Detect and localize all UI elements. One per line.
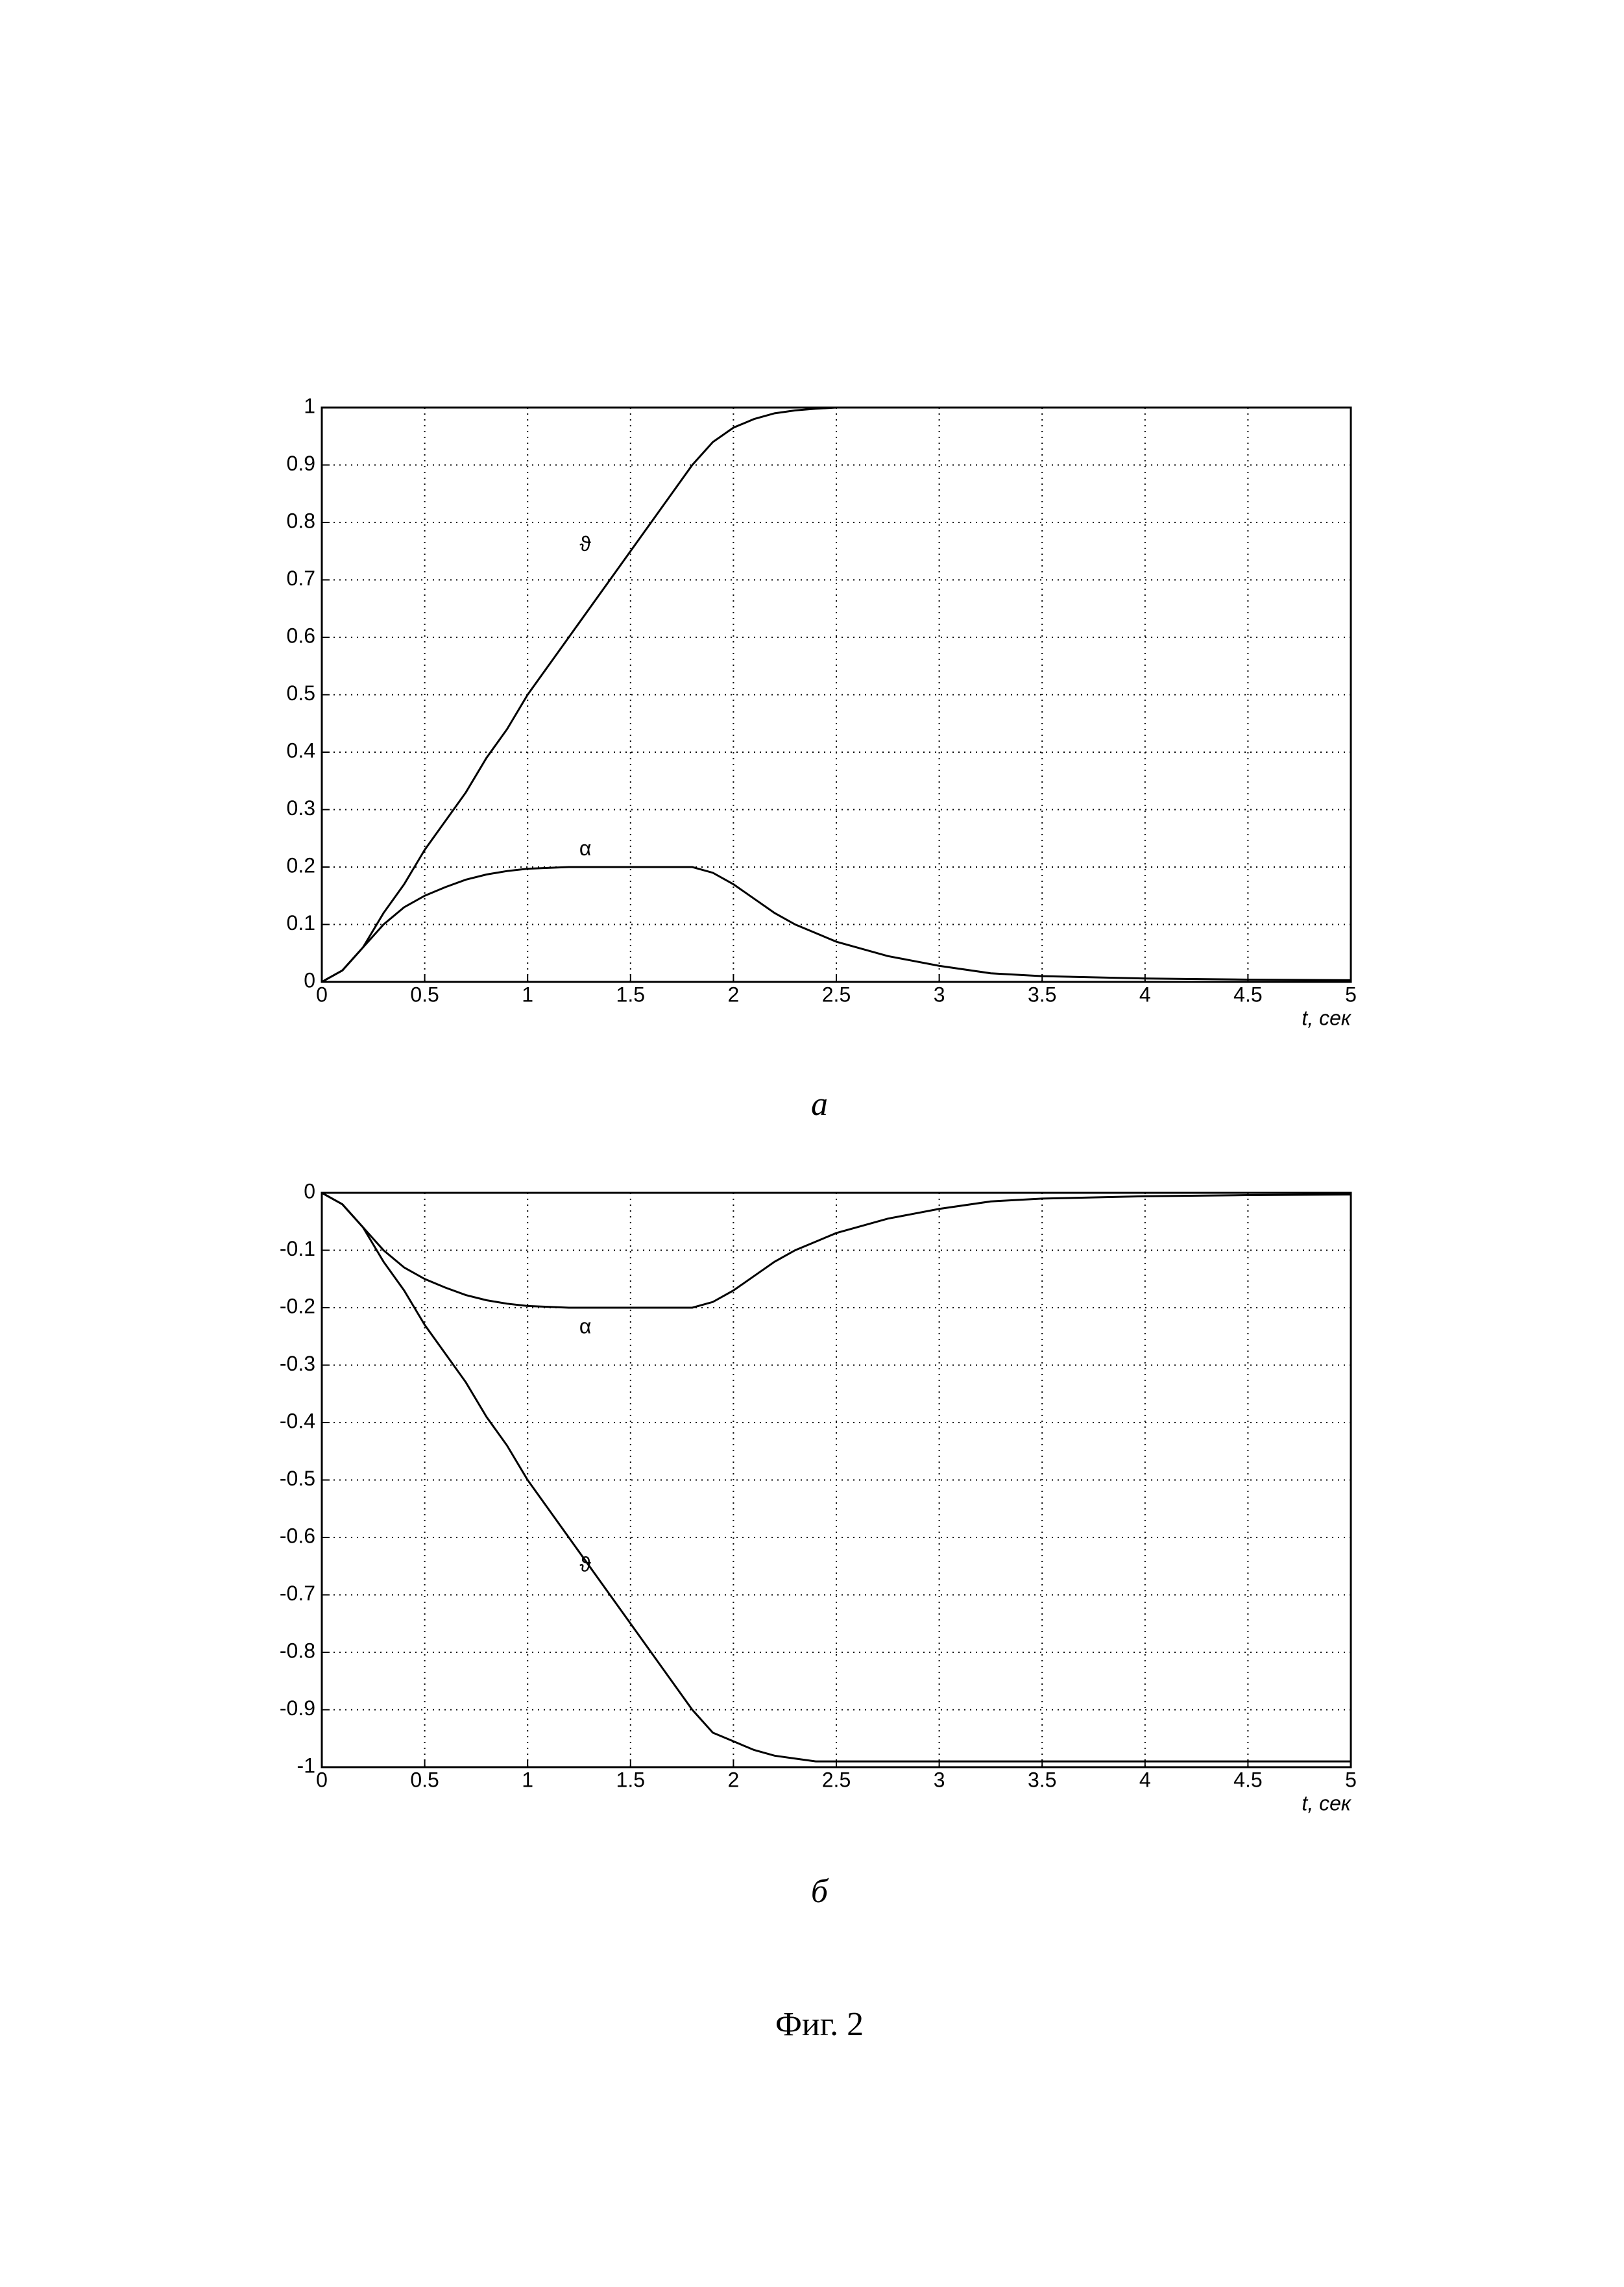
- y-tick-label: -0.3: [280, 1352, 315, 1375]
- series-label: ϑ: [579, 1553, 591, 1576]
- figure-caption: Фиг. 2: [775, 2006, 864, 2043]
- x-tick-label: 2.5: [822, 1768, 851, 1791]
- y-tick-label: 0.4: [287, 739, 315, 762]
- y-tick-label: 0.8: [287, 509, 315, 532]
- y-tick-label: -0.1: [280, 1237, 315, 1260]
- y-tick-label: -0.4: [280, 1409, 315, 1432]
- x-tick-label: 3.5: [1028, 983, 1056, 1006]
- x-axis-label: t, сек: [1302, 1791, 1351, 1815]
- x-tick-label: 0.5: [410, 1768, 439, 1791]
- x-tick-label: 0: [316, 1768, 328, 1791]
- series-label: α: [579, 1314, 592, 1338]
- series-label: ϑ: [579, 532, 591, 556]
- x-tick-label: 0: [316, 983, 328, 1006]
- y-tick-label: 0.5: [287, 681, 315, 705]
- x-tick-label: 1: [522, 1768, 533, 1791]
- y-tick-label: 0: [304, 1179, 315, 1203]
- x-tick-label: 2: [728, 983, 740, 1006]
- y-tick-label: -0.7: [280, 1582, 315, 1605]
- x-tick-label: 5: [1345, 983, 1357, 1006]
- x-tick-label: 0.5: [410, 983, 439, 1006]
- y-tick-label: 0.3: [287, 796, 315, 820]
- x-tick-label: 4: [1139, 1768, 1151, 1791]
- y-tick-label: -0.9: [280, 1696, 315, 1720]
- x-axis-label: t, сек: [1302, 1006, 1351, 1029]
- x-tick-label: 1.5: [616, 1768, 645, 1791]
- series-label: α: [579, 837, 592, 860]
- x-tick-label: 1.5: [616, 983, 645, 1006]
- y-tick-label: 1: [304, 394, 315, 417]
- y-tick-label: -0.6: [280, 1524, 315, 1547]
- x-tick-label: 4.5: [1233, 983, 1262, 1006]
- y-tick-label: 0.2: [287, 853, 315, 877]
- x-tick-label: 4.5: [1233, 1768, 1262, 1791]
- y-tick-label: -0.2: [280, 1294, 315, 1317]
- caption: a: [811, 1086, 828, 1123]
- x-tick-label: 3: [934, 1768, 945, 1791]
- y-tick-label: -0.5: [280, 1467, 315, 1490]
- y-tick-label: 0.6: [287, 624, 315, 647]
- line-series: [322, 1193, 1351, 1761]
- y-tick-label: -0.8: [280, 1639, 315, 1662]
- x-tick-label: 4: [1139, 983, 1151, 1006]
- y-tick-label: -1: [297, 1754, 315, 1777]
- page: Фиг. 2 0 0.1 0.2 0.3 0.4 0.5 0.6 0.7 0.8 0.9 1 0 0.5…: [0, 0, 1624, 2287]
- x-tick-label: 3: [934, 983, 945, 1006]
- x-tick-label: 1: [522, 983, 533, 1006]
- y-tick-label: 0.7: [287, 567, 315, 590]
- caption: б: [811, 1873, 829, 1910]
- x-tick-label: 2: [728, 1768, 740, 1791]
- x-tick-label: 2.5: [822, 983, 851, 1006]
- x-tick-label: 5: [1345, 1768, 1357, 1791]
- x-tick-label: 3.5: [1028, 1768, 1056, 1791]
- y-tick-label: 0.9: [287, 452, 315, 475]
- y-tick-label: 0: [304, 968, 315, 992]
- y-tick-label: 0.1: [287, 911, 315, 935]
